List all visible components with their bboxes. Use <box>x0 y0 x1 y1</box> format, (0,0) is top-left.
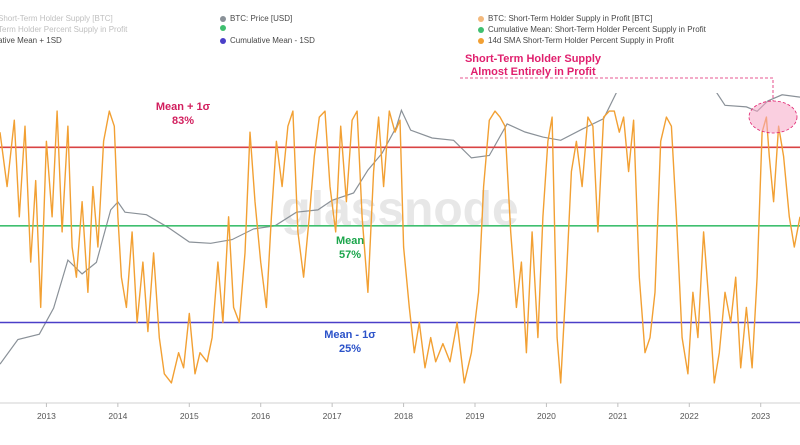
legend-label: Cumulative Mean - 1SD <box>230 36 315 45</box>
legend-label: 14d SMA Short-Term Holder Percent Supply… <box>488 36 674 45</box>
x-tick-label: 2022 <box>680 411 699 421</box>
reference-line-name: Mean <box>336 235 364 247</box>
reference-line-name: Mean - 1σ <box>324 329 376 341</box>
reference-labels: Mean + 1σ 83% Mean 57% Mean - 1σ 25% <box>156 101 376 355</box>
legend-item[interactable]: Term Holder Percent Supply in Profit <box>0 25 127 34</box>
watermark-text: glassnode <box>281 183 518 236</box>
x-tick-label: 2014 <box>108 411 127 421</box>
x-tick-label: 2023 <box>751 411 770 421</box>
annotation-line1: Short-Term Holder Supply <box>465 53 602 65</box>
x-tick-label: 2018 <box>394 411 413 421</box>
x-tick-label: 2015 <box>180 411 199 421</box>
annotation-connector <box>460 77 774 101</box>
annotation-line2: Almost Entirely in Profit <box>470 66 596 78</box>
legend-label: BTC: Price [USD] <box>230 14 293 23</box>
legend-label: Short-Term Holder Supply [BTC] <box>0 14 113 23</box>
x-tick-label: 2019 <box>466 411 485 421</box>
legend-item[interactable]: BTC: Price [USD] <box>220 14 292 23</box>
legend-item[interactable] <box>220 25 230 31</box>
reference-line-value: 83% <box>172 115 194 127</box>
legend-label: Term Holder Percent Supply in Profit <box>0 25 128 34</box>
legend-item[interactable]: BTC: Short-Term Holder Supply in Profit … <box>478 14 653 23</box>
legend-swatch-icon <box>478 15 484 22</box>
legend-item[interactable]: 14d SMA Short-Term Holder Percent Supply… <box>478 36 674 45</box>
annotation-highlight <box>748 100 798 134</box>
sma-series-line <box>0 110 800 384</box>
legend-item[interactable]: Cumulative Mean - 1SD <box>220 36 315 45</box>
legend-label: ative Mean + 1SD <box>0 36 62 45</box>
legend-swatch-icon <box>478 26 484 33</box>
x-tick-label: 2017 <box>323 411 342 421</box>
x-tick-label: 2020 <box>537 411 556 421</box>
legend-item[interactable]: Cumulative Mean: Short-Term Holder Perce… <box>478 25 706 34</box>
legend-swatch-icon <box>220 15 226 22</box>
legend-label: BTC: Short-Term Holder Supply in Profit … <box>488 14 653 23</box>
sma-layer <box>0 110 800 384</box>
legend-item[interactable]: Short-Term Holder Supply [BTC] <box>0 14 113 23</box>
x-tick-label: 2013 <box>37 411 56 421</box>
legend-swatch-icon <box>220 37 226 44</box>
x-tick-label: 2021 <box>608 411 627 421</box>
legend-label: Cumulative Mean: Short-Term Holder Perce… <box>488 25 706 34</box>
reference-line-value: 57% <box>339 249 361 261</box>
x-axis: 2013 2014 2015 2016 2017 2018 2019 2020 2021 2022… <box>0 402 800 421</box>
reference-lines <box>0 146 800 324</box>
legend-item[interactable]: ative Mean + 1SD <box>0 36 62 45</box>
legend-swatch-icon <box>220 25 226 31</box>
legend-swatch-icon <box>478 37 484 44</box>
reference-line-name: Mean + 1σ <box>156 101 211 113</box>
x-tick-label: 2016 <box>251 411 270 421</box>
reference-line-value: 25% <box>339 343 361 355</box>
